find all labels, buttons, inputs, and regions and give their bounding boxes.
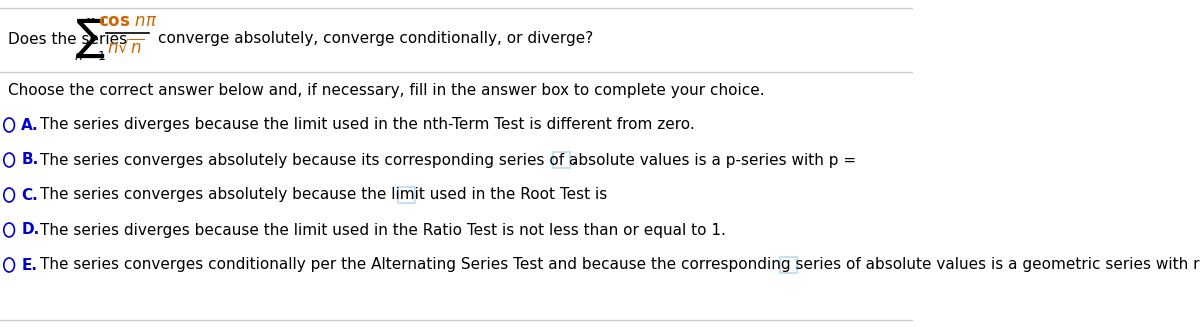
- Text: E.: E.: [22, 257, 37, 272]
- Text: $\sum$: $\sum$: [74, 16, 104, 60]
- Text: The series converges conditionally per the Alternating Series Test and because t: The series converges conditionally per t…: [40, 257, 1200, 272]
- Text: The series diverges because the limit used in the nth-Term Test is different fro: The series diverges because the limit us…: [40, 117, 695, 132]
- Text: The series converges absolutely because the limit used in the Root Test is: The series converges absolutely because …: [40, 187, 607, 202]
- Text: D.: D.: [22, 222, 40, 237]
- Text: Choose the correct answer below and, if necessary, fill in the answer box to com: Choose the correct answer below and, if …: [7, 82, 764, 97]
- Text: converge absolutely, converge conditionally, or diverge?: converge absolutely, converge conditiona…: [158, 30, 594, 45]
- FancyBboxPatch shape: [780, 257, 797, 273]
- Text: B.: B.: [22, 152, 38, 167]
- FancyBboxPatch shape: [553, 152, 570, 168]
- Text: $\mathbf{cos}\ n\pi$: $\mathbf{cos}\ n\pi$: [98, 13, 157, 30]
- Text: .: .: [571, 152, 576, 167]
- FancyBboxPatch shape: [398, 187, 415, 203]
- Text: $n=1$: $n=1$: [73, 50, 106, 63]
- Text: The series converges absolutely because its corresponding series of absolute val: The series converges absolutely because …: [40, 152, 856, 167]
- Text: The series diverges because the limit used in the Ratio Test is not less than or: The series diverges because the limit us…: [40, 222, 726, 237]
- Text: A.: A.: [22, 117, 38, 132]
- Text: $n\sqrt{n}$: $n\sqrt{n}$: [107, 38, 144, 56]
- Text: $\infty$: $\infty$: [84, 13, 96, 27]
- Text: C.: C.: [22, 187, 38, 202]
- Text: Does the series: Does the series: [7, 32, 127, 47]
